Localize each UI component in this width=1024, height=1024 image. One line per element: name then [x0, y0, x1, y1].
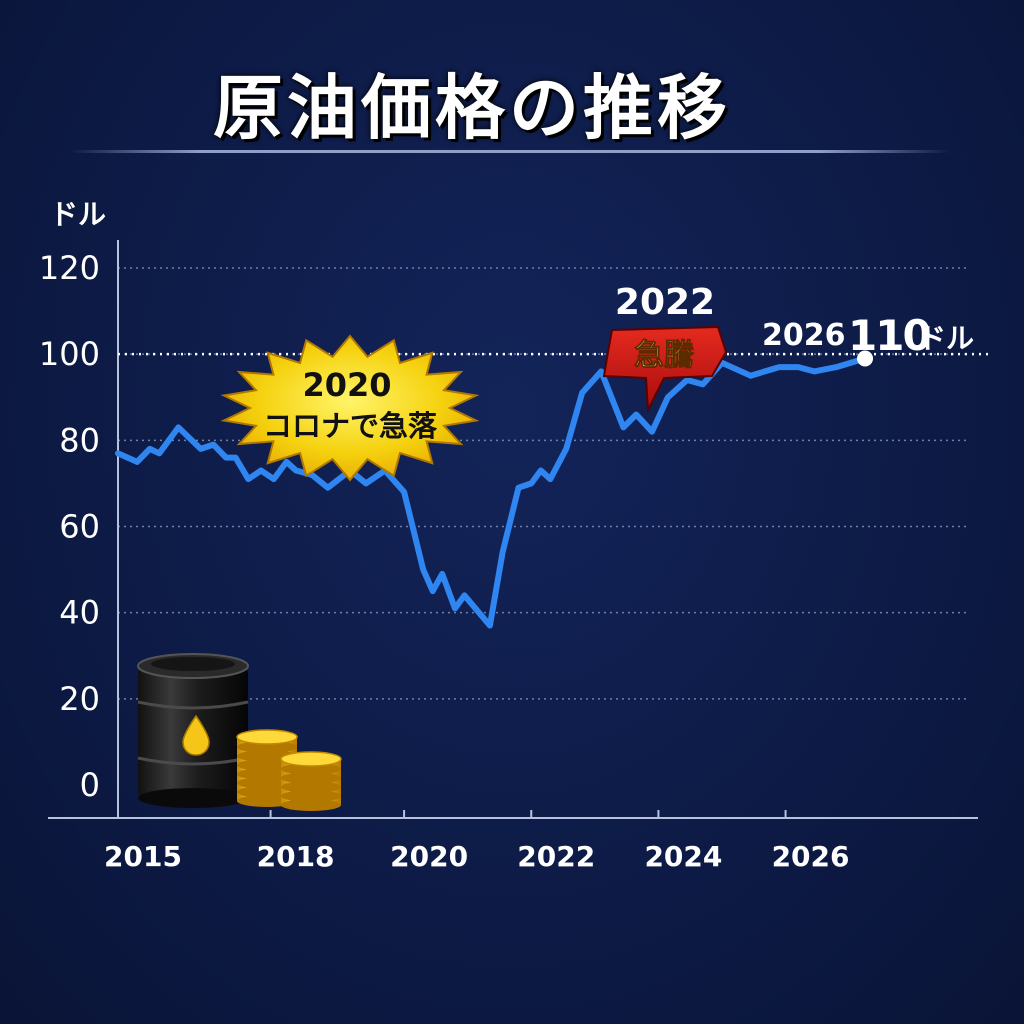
surge-speech-bubble: [602, 325, 728, 414]
data-point: [327, 487, 329, 489]
data-point: [225, 457, 227, 459]
data-point: [600, 370, 602, 372]
surge-label: 急騰: [634, 338, 695, 373]
coin-edge: [281, 772, 341, 784]
data-point: [750, 375, 752, 377]
y-tick-label: 20: [59, 680, 100, 718]
title-divider: [70, 150, 950, 153]
data-point: [797, 366, 799, 368]
y-tick-label: 120: [39, 249, 100, 287]
data-point: [260, 470, 262, 471]
covid-caption-label: コロナで急落: [263, 409, 438, 443]
y-tick-label: 60: [59, 508, 100, 546]
oil-drop-icon: [182, 714, 210, 756]
data-point: [721, 362, 723, 364]
covid-year-label: 2020: [302, 366, 391, 404]
y-tick-label: 40: [59, 594, 100, 632]
x-tick-label: 2018: [257, 840, 335, 873]
x-tick-label: 2020: [390, 840, 468, 873]
data-point: [273, 478, 275, 480]
data-point: [177, 426, 179, 428]
latest-value-marker: [857, 350, 874, 367]
data-point: [247, 478, 249, 480]
data-point: [200, 448, 202, 450]
data-point: [117, 452, 119, 454]
data-point: [286, 461, 287, 463]
surge-year-label: 2022: [615, 282, 715, 323]
data-point: [403, 491, 405, 493]
data-point: [295, 470, 297, 471]
data-point: [441, 573, 443, 575]
data-point: [835, 366, 837, 368]
coin-edge: [281, 763, 341, 775]
surge-annotation: 2022 急騰: [602, 282, 728, 414]
data-point: [158, 452, 160, 454]
data-point: [549, 478, 551, 480]
y-axis-ticks: 0 20 40 60 80 100 120: [39, 249, 100, 804]
coin-edge: [237, 741, 297, 753]
data-point: [235, 457, 237, 459]
latest-value-label: 110: [848, 311, 930, 360]
data-point: [530, 482, 532, 484]
y-tick-label: 100: [39, 335, 100, 373]
data-point: [365, 482, 367, 484]
data-point: [686, 379, 688, 381]
latest-year-label: 2026: [762, 318, 846, 353]
data-point: [635, 414, 637, 415]
data-point: [422, 569, 424, 571]
x-tick-label: 2024: [644, 840, 722, 873]
data-point: [464, 594, 465, 596]
covid-crash-annotation: 2020 コロナで急落: [220, 334, 480, 482]
data-point: [622, 426, 624, 428]
latest-value-annotation: 2026 110 ドル: [762, 311, 974, 360]
data-point: [432, 590, 434, 592]
y-axis-unit-label: ドル: [50, 198, 106, 231]
x-tick-label: 2022: [517, 840, 595, 873]
data-point: [489, 625, 491, 627]
x-tick-label: 2015: [104, 840, 182, 873]
data-point: [454, 607, 456, 609]
y-tick-label: 0: [80, 766, 100, 804]
data-point: [581, 392, 583, 394]
x-axis-ticks: 2015 2018 2020 2022 2024 2026: [104, 810, 850, 873]
data-point: [149, 448, 151, 450]
coin-face: [280, 751, 342, 767]
data-point: [778, 366, 780, 368]
gridlines: [118, 267, 970, 700]
coin-face: [236, 729, 298, 745]
gold-coins-icon: [236, 729, 342, 811]
coin-edge: [281, 781, 341, 793]
data-point: [565, 448, 567, 450]
starburst-badge: [220, 334, 480, 482]
data-point: [540, 470, 542, 471]
data-point: [311, 474, 313, 476]
data-point: [667, 396, 669, 398]
coin-edge: [281, 790, 341, 802]
x-tick-label: 2026: [772, 840, 850, 873]
data-point: [813, 370, 815, 372]
data-point: [136, 461, 138, 463]
coin-edge: [281, 799, 341, 811]
data-point: [518, 487, 519, 489]
data-point: [702, 383, 704, 385]
latest-unit-label: ドル: [918, 322, 974, 355]
oil-barrel-icon: [137, 653, 249, 808]
y-tick-label: 80: [59, 421, 100, 459]
data-point: [502, 551, 504, 553]
data-point: [212, 444, 214, 446]
data-point: [651, 431, 653, 433]
page-title: 原油価格の推移: [213, 67, 731, 149]
